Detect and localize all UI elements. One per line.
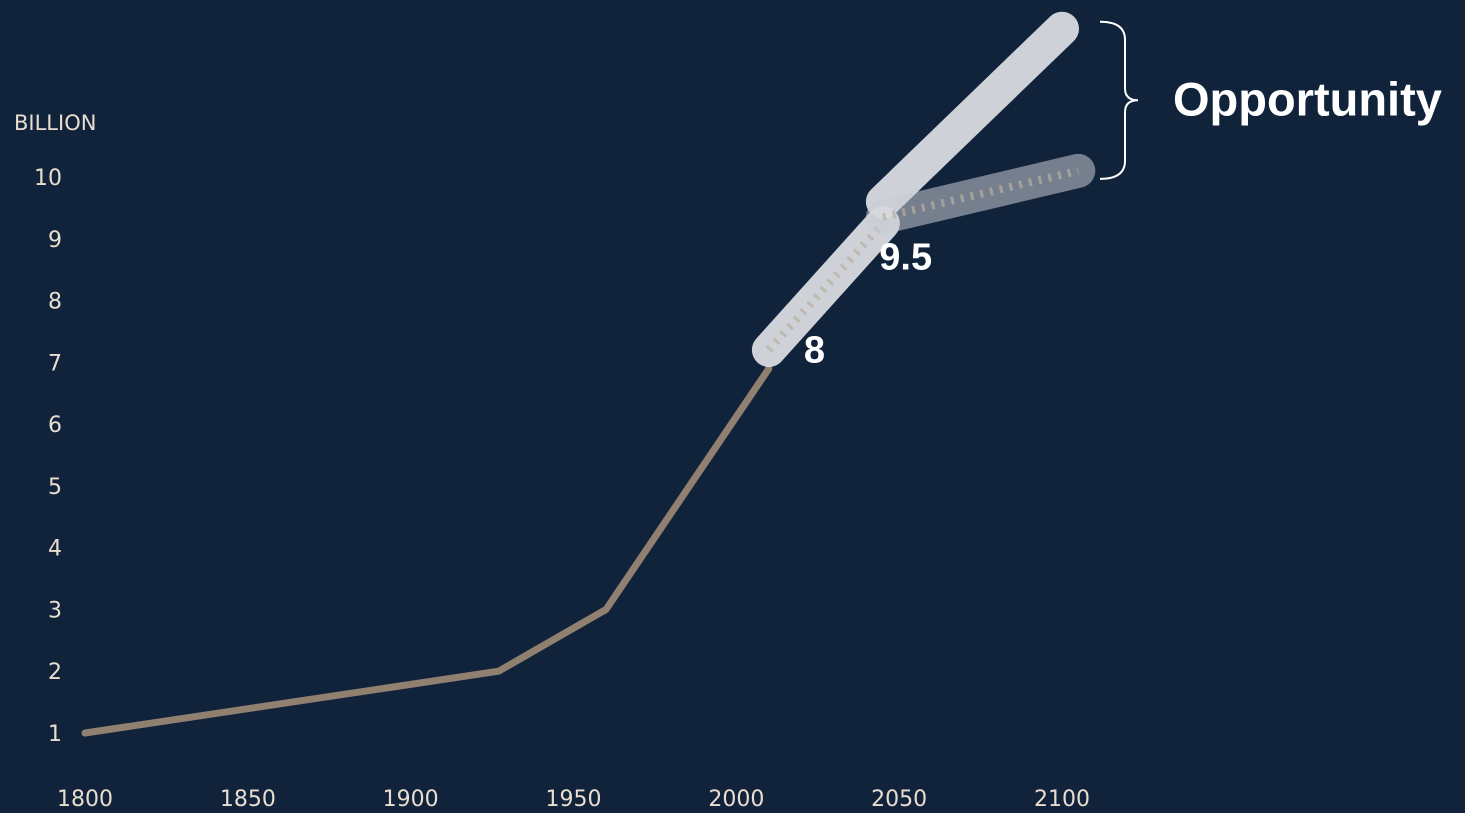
- x-tick-label: 1950: [546, 787, 602, 812]
- y-tick-label: 7: [48, 351, 62, 376]
- x-tick-label: 1850: [220, 787, 276, 812]
- series-line-historical: [81, 365, 773, 737]
- y-tick-label: 3: [48, 598, 62, 623]
- x-axis-ticks: 1800 1850 1900 1950 2000 2050 2100: [57, 787, 1090, 812]
- y-tick-label: 1: [48, 722, 62, 747]
- x-tick-label: 2100: [1034, 787, 1090, 812]
- annotations: 89.5: [804, 237, 932, 372]
- x-tick-label: 2050: [871, 787, 927, 812]
- y-tick-label: 4: [48, 537, 62, 562]
- y-axis-ticks: 1 2 3 4 5 6 7 8 9 10: [34, 166, 62, 747]
- series-band-projection-high: [865, 11, 1079, 219]
- value-annotation: 8: [804, 329, 825, 371]
- series-dots-projection-low: [881, 166, 1080, 222]
- series-lines: [81, 11, 1096, 737]
- y-tick-label: 2: [48, 660, 62, 685]
- series-dots-projection: [765, 220, 886, 353]
- y-tick-label: 6: [48, 413, 62, 438]
- opportunity-bracket: [1099, 20, 1139, 180]
- y-axis-unit-label: BILLION: [14, 111, 96, 135]
- x-tick-label: 2000: [708, 787, 764, 812]
- y-tick-label: 10: [34, 166, 62, 191]
- series-band-projection: [751, 206, 900, 367]
- y-tick-label: 5: [48, 475, 62, 500]
- value-annotation: 9.5: [879, 237, 932, 279]
- x-tick-label: 1900: [383, 787, 439, 812]
- opportunity-label: Opportunity: [1173, 72, 1442, 125]
- y-tick-label: 9: [48, 228, 62, 253]
- x-tick-label: 1800: [57, 787, 113, 812]
- y-tick-label: 8: [48, 290, 62, 315]
